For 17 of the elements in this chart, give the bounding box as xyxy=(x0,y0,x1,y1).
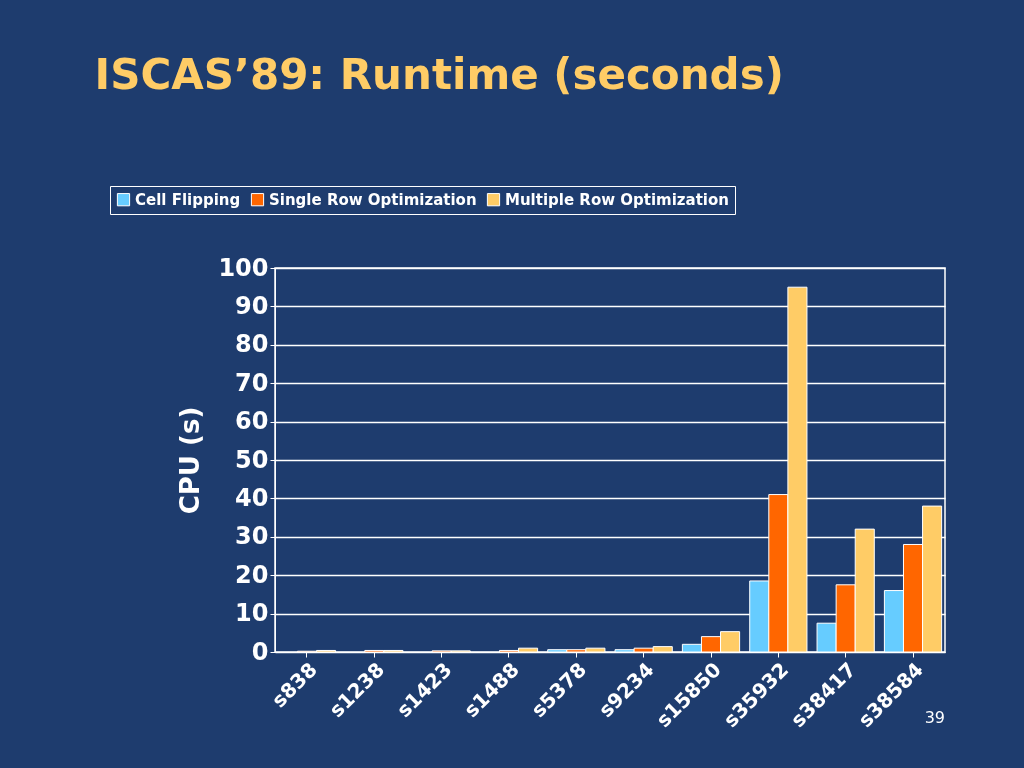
legend-label: Single Row Optimization xyxy=(269,190,477,209)
y-tick-label: 60 xyxy=(235,407,269,436)
chart-title: ISCAS’89: Runtime (seconds) xyxy=(94,49,784,99)
y-tick-label: 50 xyxy=(235,445,269,474)
legend-label: Multiple Row Optimization xyxy=(505,190,729,209)
y-tick-label: 100 xyxy=(218,253,269,282)
y-tick-label: 20 xyxy=(235,560,269,589)
y-tick-label: 90 xyxy=(235,291,269,320)
y-tick-label: 40 xyxy=(235,483,269,512)
y-tick-label: 80 xyxy=(235,330,269,359)
text: 39 xyxy=(924,708,945,727)
y-tick-label: 10 xyxy=(235,599,269,628)
legend-label: Cell Flipping xyxy=(135,190,241,209)
y-tick-label: 70 xyxy=(235,368,269,397)
y-tick-label: 30 xyxy=(235,522,269,551)
y-tick-label: 0 xyxy=(251,637,269,666)
y-axis-title: CPU (s) xyxy=(175,406,206,515)
